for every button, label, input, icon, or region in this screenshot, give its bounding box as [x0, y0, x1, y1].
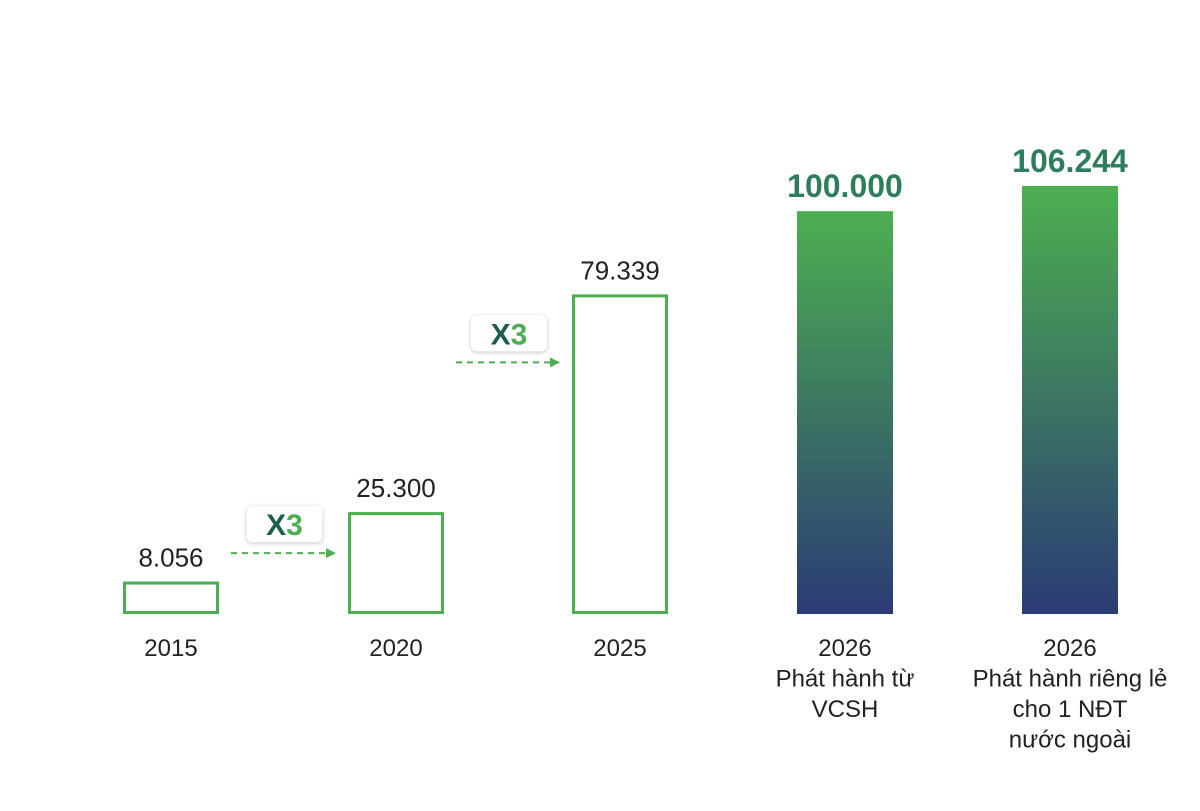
- bar: [348, 512, 444, 614]
- x-tick-label: 2026: [818, 635, 871, 662]
- x-tick-label: 2026: [1043, 635, 1096, 662]
- x-tick-label: VCSH: [812, 696, 879, 723]
- multiplier-annotation: X3: [456, 315, 560, 368]
- bar: [1022, 186, 1118, 614]
- multiplier-factor: 3: [286, 509, 303, 542]
- data-label: 100.000: [787, 168, 903, 204]
- bar: [123, 581, 219, 614]
- x-tick-label: Phát hành riêng lẻ: [973, 666, 1168, 693]
- x-tick-label: Phát hành từ: [776, 666, 915, 693]
- multiplier-x: X: [491, 318, 511, 351]
- x-tick-label: 2015: [144, 635, 197, 662]
- data-label: 25.300: [356, 473, 436, 503]
- multiplier-x: X: [266, 509, 286, 542]
- x-tick-label: cho 1 NĐT: [1013, 696, 1128, 723]
- x-tick-label: 2020: [369, 635, 422, 662]
- multiplier-label: X3: [491, 318, 528, 351]
- x-tick-label: 2025: [593, 635, 646, 662]
- bar: [572, 294, 668, 614]
- bar: [797, 211, 893, 614]
- data-label: 79.339: [580, 255, 660, 285]
- multiplier-factor: 3: [511, 318, 528, 351]
- multiplier-label: X3: [266, 509, 303, 542]
- data-label: 8.056: [138, 543, 203, 573]
- multiplier-badge: [246, 506, 323, 543]
- multiplier-badge: [471, 315, 547, 352]
- x-tick-label: nước ngoài: [1009, 727, 1132, 754]
- data-label: 106.244: [1012, 143, 1128, 179]
- multiplier-annotation: X3: [231, 506, 336, 559]
